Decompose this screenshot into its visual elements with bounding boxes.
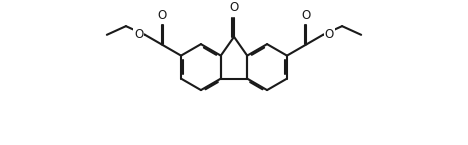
Text: O: O: [229, 1, 239, 14]
Text: O: O: [325, 28, 334, 41]
Text: O: O: [134, 28, 143, 41]
Text: O: O: [302, 9, 311, 22]
Text: O: O: [157, 9, 166, 22]
